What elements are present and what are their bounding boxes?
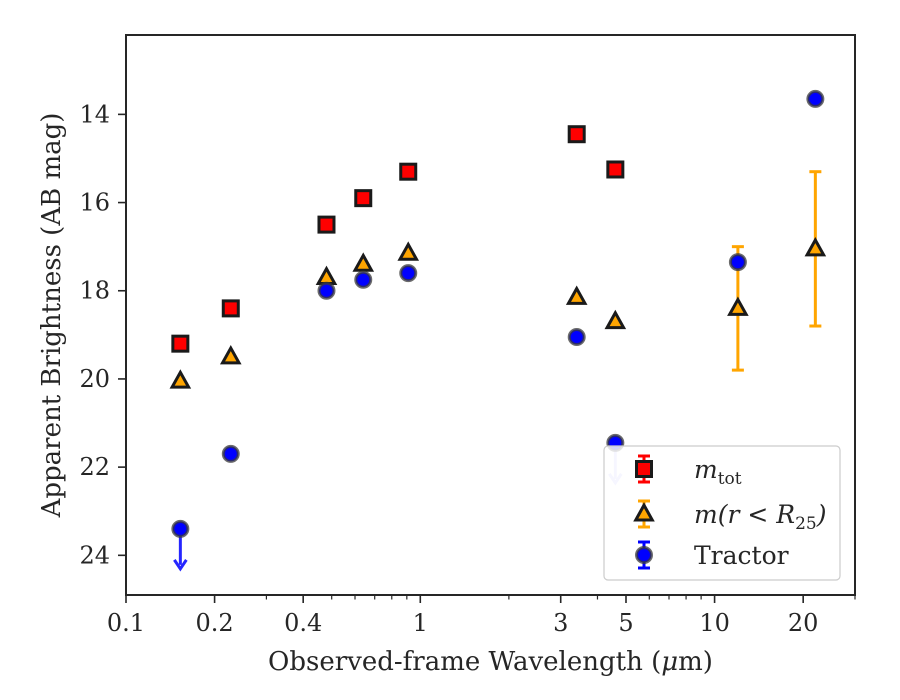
legend-label-mtot: mtot [694,455,742,489]
point-mr25 [727,296,749,316]
legend-marker-tractor [635,546,653,564]
point-mtot [221,299,240,318]
point-mtot [171,334,190,353]
point-tractor [567,328,586,347]
point-tractor [317,281,336,300]
point-mtot [606,160,625,179]
series-mr25 [169,170,827,389]
point-mr25 [219,344,242,365]
legend-label-mr25: m(r < R25) [694,500,826,534]
point-mr25 [397,241,420,261]
x-axis-title: Observed-frame Wavelength (μm) [268,647,713,677]
x-tick-label: 20 [788,609,819,637]
point-mr25 [169,369,192,389]
point-mr25 [604,309,627,330]
legend-label-main: m [694,455,718,484]
legend-label-main: Tractor [694,541,789,570]
point-tractor [354,270,373,289]
plot-marks [169,89,827,572]
y-tick-label: 18 [79,277,110,305]
x-tick-label: 5 [618,609,633,637]
plot-frame [125,34,856,596]
point-mtot [354,189,373,208]
legend-label-main: m(r < R [694,500,795,529]
x-axis-title-post: m) [678,647,713,677]
legend-box [603,445,841,581]
x-axis: 0.1 0.2 0.4 1 3 5 10 20 [107,595,856,637]
legend-entry-tractor: Tractor [635,540,789,570]
x-tick-label: 10 [699,609,730,637]
y-tick-label: 20 [79,365,110,393]
point-mr25 [352,252,375,272]
point-mr25 [804,236,827,257]
legend-entry-mr25: m(r < R25) [633,499,826,534]
legend-label-tail: ) [816,500,827,529]
legend-entry-mtot: mtot [635,454,742,489]
x-tick-label: 3 [553,609,568,637]
point-mtot [317,215,336,234]
legend-label-sub: tot [718,469,742,489]
point-tractor [399,264,418,283]
legend-label-sub: 25 [795,514,817,534]
y-axis: 14 16 18 20 22 24 [79,100,126,569]
legend-marker-mtot [635,460,653,478]
x-tick-label: 0.2 [196,609,234,637]
x-axis-title-mu: μ [661,647,678,677]
y-tick-label: 14 [79,100,110,128]
point-mtot [399,162,418,181]
legend-label-tractor: Tractor [694,541,789,570]
x-tick-label: 0.1 [107,609,145,637]
point-mtot [567,125,586,144]
x-tick-label: 0.4 [284,609,322,637]
series-mtot [171,125,625,353]
upper-limit-head [173,559,188,572]
y-tick-label: 16 [79,189,110,217]
point-tractor [171,519,190,538]
point-tractor [728,253,747,272]
y-tick-label: 24 [79,541,110,569]
legend-marker-mr25 [633,502,655,522]
point-mr25 [565,285,588,305]
legend: mtot m(r < R25) Tractor [603,445,841,581]
point-tractor [806,89,825,108]
y-tick-label: 22 [79,453,110,481]
point-mr25 [315,265,338,286]
point-tractor [221,444,240,463]
x-axis-title-pre: Observed-frame Wavelength ( [268,647,661,677]
y-axis-title: Apparent Brightness (AB mag) [37,113,67,519]
x-tick-label: 1 [413,609,428,637]
